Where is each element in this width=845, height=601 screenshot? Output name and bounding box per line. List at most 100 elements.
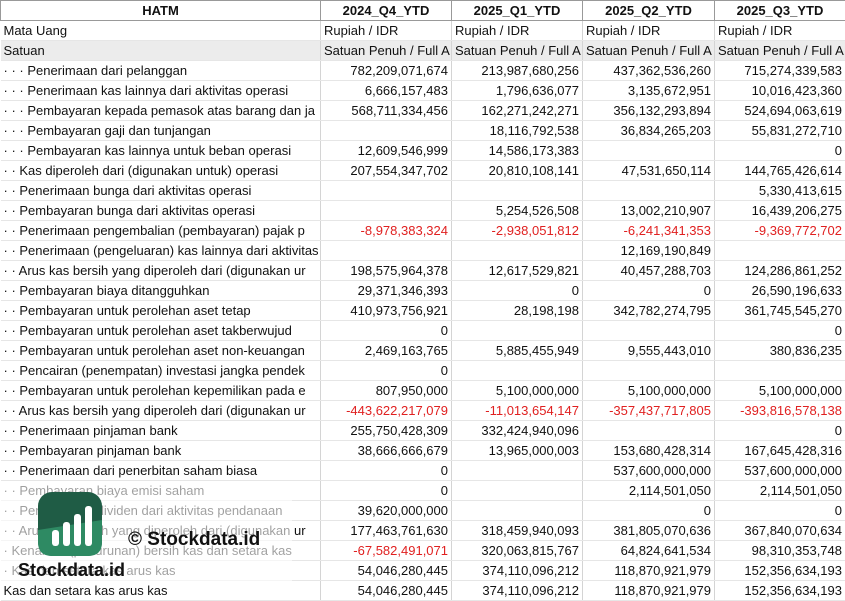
row-label: · · Penerimaan dari penerbitan saham bia… [0, 460, 321, 481]
watermark-logo [38, 492, 102, 556]
cell-value: -8,978,383,324 [320, 220, 452, 241]
cell-value: 361,745,545,270 [714, 300, 845, 321]
cell-value: 177,463,761,630 [320, 520, 452, 541]
cell-value: 318,459,940,093 [451, 520, 583, 541]
cell-value: 381,805,070,636 [582, 520, 715, 541]
cell-value: 16,439,206,275 [714, 200, 845, 221]
column-header: 2025_Q3_YTD [714, 0, 845, 21]
cell-value: 39,620,000,000 [320, 500, 452, 521]
cell-value [582, 180, 715, 201]
cell-value: 0 [451, 280, 583, 301]
cell-value: 12,617,529,821 [451, 260, 583, 281]
cell-value: Satuan Penuh / Full A [582, 40, 715, 61]
cell-value: Rupiah / IDR [451, 20, 583, 41]
table-row: · · Pembayaran biaya ditangguhkan 29,371,… [0, 280, 845, 301]
table-row: · · Penerimaan pinjaman bank 255,750,428,… [0, 420, 845, 441]
cell-value: -357,437,717,805 [582, 400, 715, 421]
cell-value: -6,241,341,353 [582, 220, 715, 241]
cell-value: 18,116,792,538 [451, 120, 583, 141]
cell-value [582, 320, 715, 341]
cell-value: 0 [320, 460, 452, 481]
cell-value: -9,369,772,702 [714, 220, 845, 241]
cell-value: 12,169,190,849 [582, 240, 715, 261]
cell-value [714, 360, 845, 381]
cell-value: 64,824,641,534 [582, 540, 715, 561]
row-label: Kas dan setara kas arus kas [0, 580, 321, 601]
row-label: · · Pembayaran biaya ditangguhkan [0, 280, 321, 301]
cell-value: 213,987,680,256 [451, 60, 583, 81]
table-row: · · · Pembayaran kas lainnya untuk beban… [0, 140, 845, 161]
cell-value: 26,590,196,633 [714, 280, 845, 301]
cell-value: 13,002,210,907 [582, 200, 715, 221]
table-row: · · Penerimaan pengembalian (pembayaran)… [0, 220, 845, 241]
cell-value [451, 180, 583, 201]
table-row: · · Pembayaran untuk perolehan aset non-… [0, 340, 845, 361]
row-label: · · Penerimaan (pengeluaran) kas lainnya… [0, 240, 321, 261]
cell-value: 40,457,288,703 [582, 260, 715, 281]
column-header: 2024_Q4_YTD [320, 0, 452, 21]
cell-value [451, 460, 583, 481]
cell-value [320, 180, 452, 201]
cell-value: 28,198,198 [451, 300, 583, 321]
cell-value: 5,100,000,000 [714, 380, 845, 401]
cell-value: Satuan Penuh / Full A [714, 40, 845, 61]
cell-value: 5,885,455,949 [451, 340, 583, 361]
cell-value: 36,834,265,203 [582, 120, 715, 141]
table-row: · · Penerimaan (pengeluaran) kas lainnya… [0, 240, 845, 261]
cell-value: Rupiah / IDR [582, 20, 715, 41]
cell-value: 207,554,347,702 [320, 160, 452, 181]
cell-value: 20,810,108,141 [451, 160, 583, 181]
cell-value [320, 200, 452, 221]
cell-value: 524,694,063,619 [714, 100, 845, 121]
cell-value: 0 [582, 280, 715, 301]
cell-value: 55,831,272,710 [714, 120, 845, 141]
cell-value: 374,110,096,212 [451, 580, 583, 601]
row-label: · · Pembayaran pinjaman bank [0, 440, 321, 461]
cell-value: 715,274,339,583 [714, 60, 845, 81]
table-row: Satuan Satuan Penuh / Full A Satuan Penuh … [0, 40, 845, 61]
cell-value [582, 360, 715, 381]
table-row: · · Kas diperoleh dari (digunakan untuk)… [0, 160, 845, 181]
cell-value: 0 [714, 420, 845, 441]
cell-value [320, 120, 452, 141]
cell-value: 356,132,293,894 [582, 100, 715, 121]
row-label: · · Arus kas bersih yang diperoleh dari … [0, 260, 321, 281]
column-header: 2025_Q1_YTD [451, 0, 583, 21]
cell-value: 0 [714, 320, 845, 341]
cell-value: 342,782,274,795 [582, 300, 715, 321]
table-row: · · Pembayaran untuk perolehan kepemilik… [0, 380, 845, 401]
cell-value: Satuan Penuh / Full A [451, 40, 583, 61]
cell-value: 807,950,000 [320, 380, 452, 401]
cell-value: 0 [320, 480, 452, 501]
cell-value: Rupiah / IDR [320, 20, 452, 41]
cell-value: 537,600,000,000 [714, 460, 845, 481]
table-row: · · Arus kas bersih yang diperoleh dari … [0, 400, 845, 421]
cell-value: 5,254,526,508 [451, 200, 583, 221]
column-header: 2025_Q2_YTD [582, 0, 715, 21]
table-row: · · Pembayaran pinjaman bank 38,666,666,6… [0, 440, 845, 461]
cell-value: 162,271,242,271 [451, 100, 583, 121]
row-label: · · Pembayaran untuk perolehan aset takb… [0, 320, 321, 341]
row-label: · · · Pembayaran kas lainnya untuk beban… [0, 140, 321, 161]
cell-value: -393,816,578,138 [714, 400, 845, 421]
cell-value: -11,013,654,147 [451, 400, 583, 421]
row-label: · · · Penerimaan dari pelanggan [0, 60, 321, 81]
cell-value: 367,840,070,634 [714, 520, 845, 541]
cell-value: 410,973,756,921 [320, 300, 452, 321]
cell-value [451, 360, 583, 381]
cell-value: 54,046,280,445 [320, 580, 452, 601]
row-label: · · Arus kas bersih yang diperoleh dari … [0, 400, 321, 421]
cell-value: 0 [582, 500, 715, 521]
cell-value: 782,209,071,674 [320, 60, 452, 81]
table-row: · · · Penerimaan kas lainnya dari aktivi… [0, 80, 845, 101]
cell-value: 54,046,280,445 [320, 560, 452, 581]
cell-value: Rupiah / IDR [714, 20, 845, 41]
cell-value: 29,371,346,393 [320, 280, 452, 301]
cell-value: 118,870,921,979 [582, 560, 715, 581]
table-row: · · Penerimaan dari penerbitan saham bia… [0, 460, 845, 481]
table-row: · · · Pembayaran gaji dan tunjangan 18,11… [0, 120, 845, 141]
row-label: · · Pembayaran untuk perolehan aset non-… [0, 340, 321, 361]
row-label: · · Pembayaran untuk perolehan kepemilik… [0, 380, 321, 401]
table-row: · · Pembayaran bunga dari aktivitas oper… [0, 200, 845, 221]
row-label: · · Pembayaran untuk perolehan aset teta… [0, 300, 321, 321]
